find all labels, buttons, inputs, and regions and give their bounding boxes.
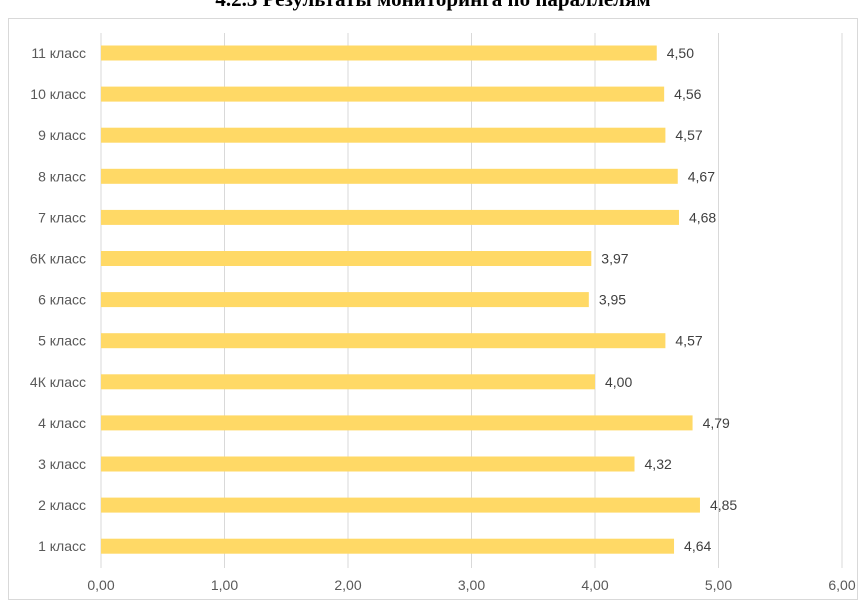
category-label: 9 класс (38, 127, 86, 143)
category-label: 4К класс (30, 374, 86, 390)
bar (101, 497, 700, 513)
data-label: 3,97 (601, 251, 628, 267)
category-label: 5 класс (38, 333, 86, 349)
bar (101, 251, 592, 266)
bar (101, 209, 679, 225)
data-label: 4,68 (689, 209, 716, 225)
x-tick-label: 3,00 (458, 577, 485, 593)
bar (101, 415, 693, 431)
category-label: 11 класс (31, 45, 86, 61)
data-label: 4,32 (645, 456, 672, 472)
data-label: 4,85 (710, 497, 737, 513)
category-label: 6 класс (38, 292, 86, 308)
category-label: 8 класс (38, 168, 86, 184)
bar (101, 292, 589, 308)
x-tick-label: 1,00 (211, 577, 238, 593)
bar (101, 374, 595, 390)
data-label: 4,64 (684, 538, 711, 554)
x-tick-label: 0,00 (87, 577, 114, 593)
data-label: 4,00 (605, 374, 632, 390)
bar (101, 333, 666, 349)
category-label: 6К класс (30, 251, 86, 267)
bar (101, 86, 665, 102)
x-tick-label: 6,00 (828, 577, 855, 593)
bar (101, 45, 657, 61)
bar (101, 127, 666, 143)
bar (101, 538, 675, 554)
data-label: 3,95 (599, 292, 626, 308)
x-tick-label: 4,00 (581, 577, 608, 593)
category-label: 1 класс (38, 538, 86, 554)
bar (101, 456, 635, 472)
x-tick-label: 2,00 (334, 577, 361, 593)
x-tick-label: 5,00 (705, 577, 732, 593)
category-label: 10 класс (30, 86, 86, 102)
chart-title: 4.2.3 Результаты мониторинга по параллел… (0, 0, 866, 12)
bar (101, 168, 678, 184)
category-label: 4 класс (38, 415, 86, 431)
category-label: 7 класс (38, 209, 86, 225)
category-label: 3 класс (38, 456, 86, 472)
data-label: 4,56 (674, 86, 701, 102)
data-label: 4,57 (675, 333, 702, 349)
data-label: 4,57 (675, 127, 702, 143)
data-label: 4,67 (688, 168, 715, 184)
category-label: 2 класс (38, 497, 86, 513)
data-label: 4,50 (667, 45, 694, 61)
data-label: 4,79 (703, 415, 730, 431)
